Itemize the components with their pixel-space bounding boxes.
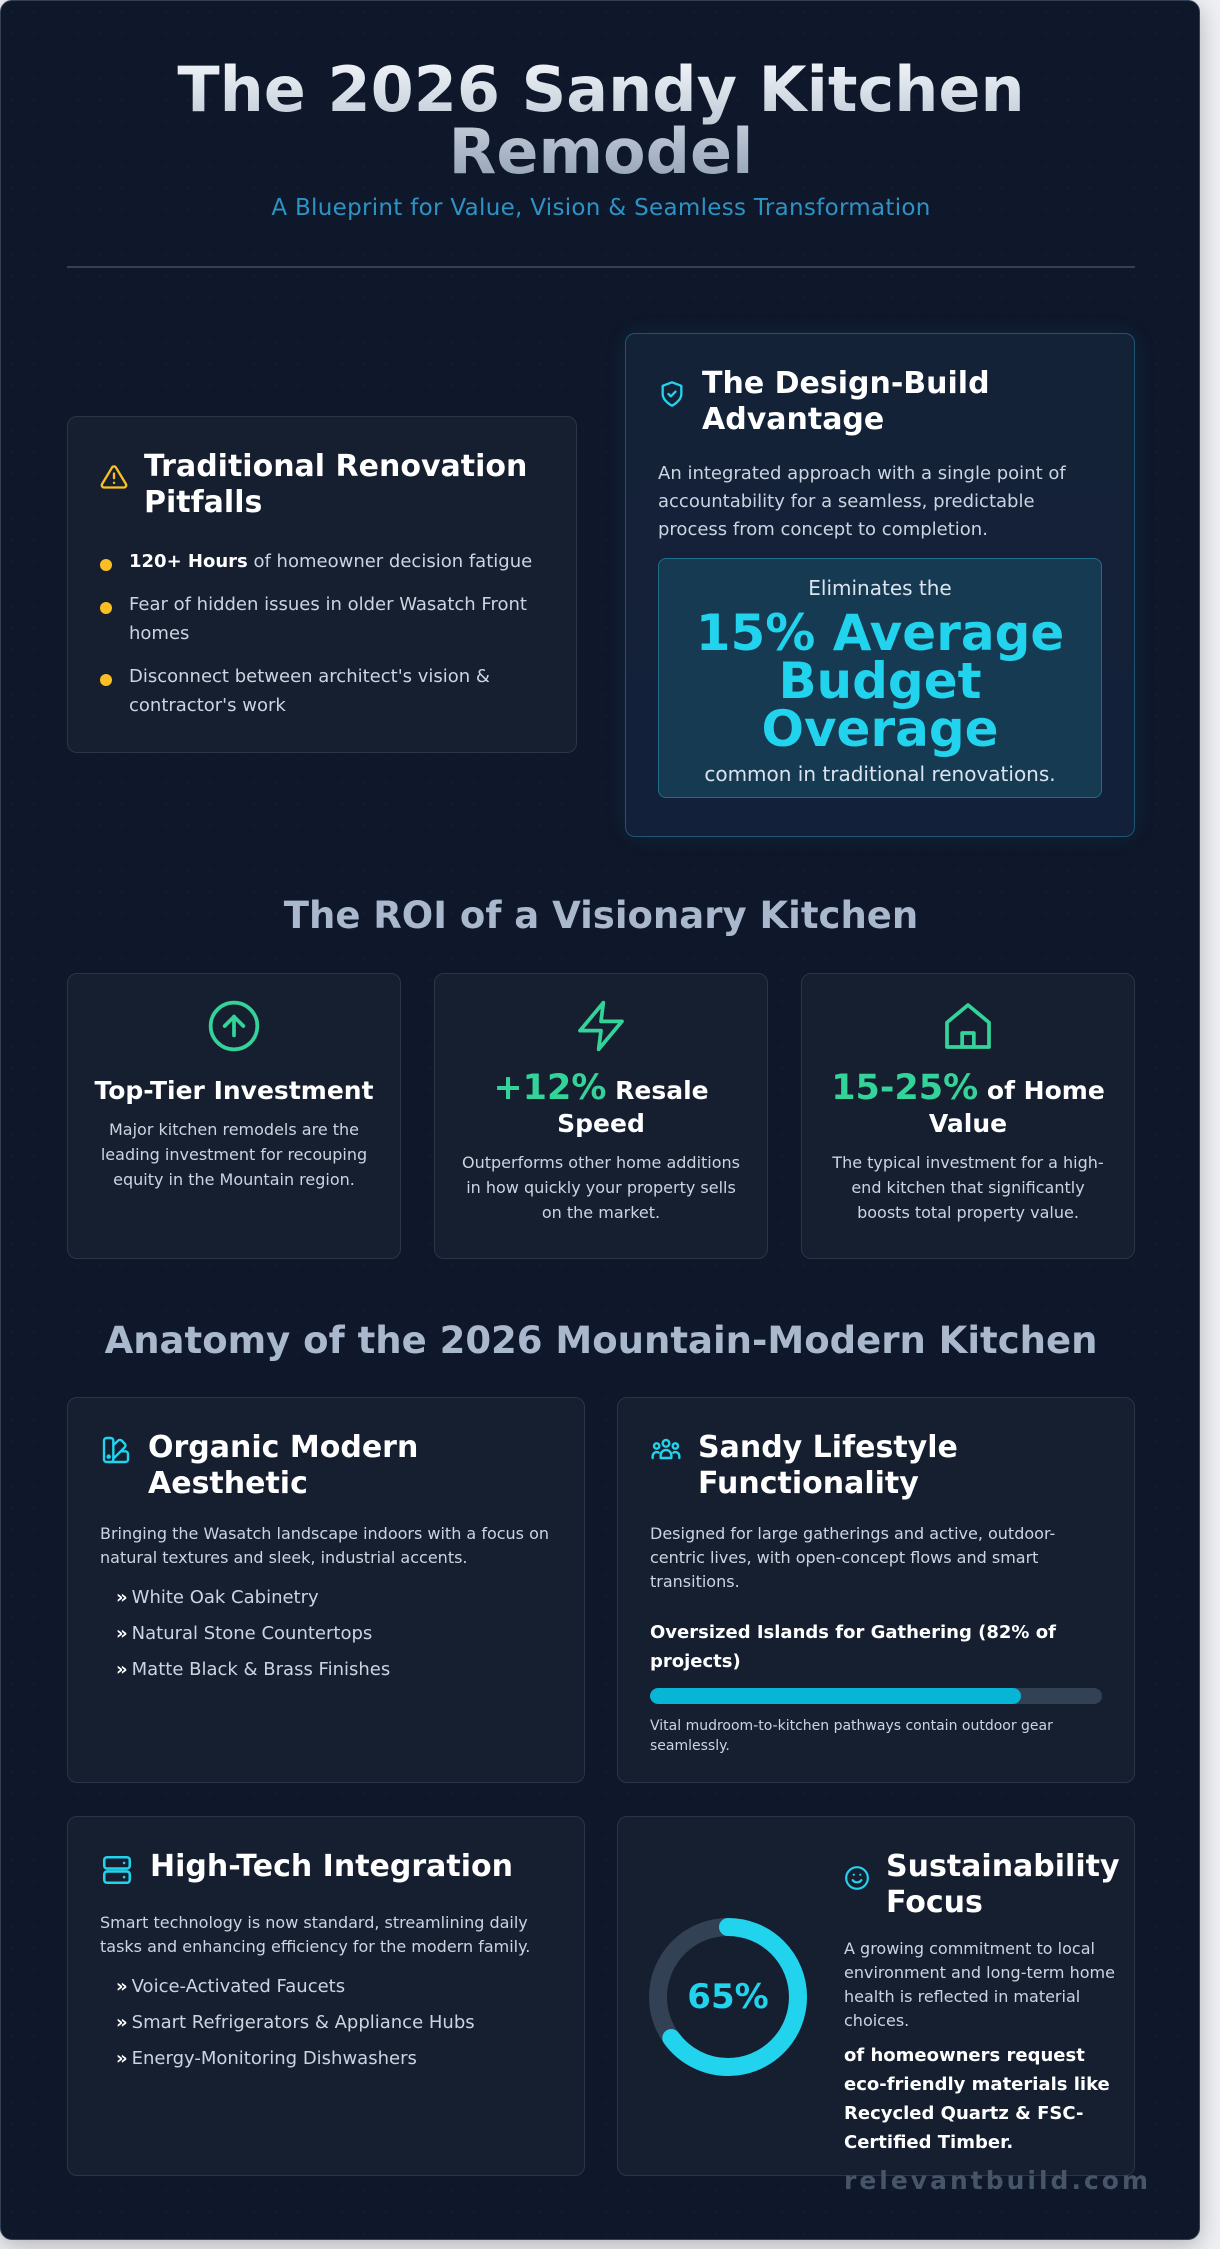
design-build-title: The Design-Build Advantage (702, 366, 990, 437)
pitfall-text: Disconnect between architect's vision & … (129, 666, 490, 716)
budget-stat-box: Eliminates the 15% Average Budget Overag… (658, 558, 1102, 798)
stat-value: 15% Average Budget Overage (695, 604, 1065, 758)
islands-bar-label: Oversized Islands for Gathering (82% of … (650, 1622, 1056, 1672)
lightning-bolt-icon (461, 998, 741, 1058)
roi-card-title: 15-25% of Home Value (828, 1071, 1108, 1140)
header: The 2026 Sandy Kitchen Remodel A Bluepri… (67, 59, 1135, 221)
sustainability-donut-chart: 65% (649, 1918, 807, 2076)
roi-card-description: Major kitchen remodels are the leading i… (100, 1120, 368, 1189)
design-build-card: The Design-Build Advantage An integrated… (625, 333, 1135, 837)
smiley-icon (844, 1865, 870, 1895)
server-icon (100, 1853, 134, 1891)
roi-section-title: The ROI of a Visionary Kitchen (283, 894, 919, 937)
chevron-right-icon: » (116, 2012, 128, 2033)
list-item: » Natural Stone Countertops (116, 1622, 552, 1646)
roi-title-text: of Home Value (928, 1076, 1105, 1138)
pitfalls-title: Traditional Renovation Pitfalls (144, 449, 528, 520)
roi-accent: 15-25% (831, 1068, 979, 1108)
islands-progress-fill (650, 1688, 1021, 1704)
high-tech-features: » Voice-Activated Faucets » Smart Refriger… (100, 1975, 552, 2071)
page-subtitle: A Blueprint for Value, Vision & Seamless… (271, 195, 931, 221)
bullet-dot-icon (100, 602, 112, 614)
swatch-palette-icon (100, 1434, 132, 1470)
bullet-dot-icon (100, 559, 112, 571)
stat-suffix: common in traditional renovations. (704, 762, 1056, 786)
feature-text: White Oak Cabinetry (131, 1587, 319, 1608)
feature-text: Matte Black & Brass Finishes (131, 1659, 391, 1680)
house-icon (828, 998, 1108, 1058)
roi-card-resale: +12% Resale Speed Outperforms other home… (434, 973, 768, 1259)
list-item: » Energy-Monitoring Dishwashers (116, 2047, 552, 2071)
roi-card-home-value: 15-25% of Home Value The typical investm… (801, 973, 1135, 1259)
feature-text: Smart Refrigerators & Appliance Hubs (131, 2012, 475, 2033)
organic-features: » White Oak Cabinetry » Natural Stone Coun… (100, 1586, 552, 1682)
feature-text: Natural Stone Countertops (131, 1623, 373, 1644)
lifestyle-title: Sandy Lifestyle Functionality (698, 1430, 958, 1501)
people-group-icon (650, 1434, 682, 1470)
sustainability-description: A growing commitment to local environmen… (844, 1939, 1115, 2030)
donut-arc (649, 1918, 807, 2076)
chevron-right-icon: » (116, 2048, 128, 2069)
shield-check-icon (658, 380, 686, 412)
anatomy-section-title: Anatomy of the 2026 Mountain-Modern Kitc… (104, 1319, 1098, 1362)
roi-card-description: Outperforms other home additions in how … (461, 1153, 740, 1222)
roi-accent: +12% (493, 1068, 607, 1108)
list-item: Disconnect between architect's vision & … (100, 662, 544, 720)
lifestyle-description: Designed for large gatherings and active… (650, 1524, 1056, 1591)
sustainability-text: Sustainability Focus A growing commitmen… (844, 1849, 1120, 2157)
chevron-right-icon: » (116, 1587, 128, 1608)
list-item: » Smart Refrigerators & Appliance Hubs (116, 2011, 552, 2035)
high-tech-card: High-Tech Integration Smart technology i… (67, 1816, 585, 2176)
roi-card-title: +12% Resale Speed (461, 1071, 741, 1140)
organic-title: Organic Modern Aesthetic (148, 1430, 419, 1501)
roi-card-investment: Top-Tier Investment Major kitchen remode… (67, 973, 401, 1259)
chevron-right-icon: » (116, 1623, 128, 1644)
chevron-right-icon: » (116, 1659, 128, 1680)
organic-description: Bringing the Wasatch landscape indoors w… (100, 1524, 550, 1567)
organic-aesthetic-card: Organic Modern Aesthetic Bringing the Wa… (67, 1397, 585, 1783)
pitfall-highlight: 120+ Hours (129, 551, 248, 572)
list-item: » Voice-Activated Faucets (116, 1975, 552, 1999)
design-build-description: An integrated approach with a single poi… (658, 463, 1066, 540)
bullet-dot-icon (100, 674, 112, 686)
pitfalls-list: 120+ Hours of homeowner decision fatigue… (100, 547, 544, 720)
sustainability-stat-text: of homeowners request eco-friendly mater… (844, 2045, 1110, 2153)
pitfall-text: of homeowner decision fatigue (247, 551, 533, 572)
list-item: Fear of hidden issues in older Wasatch F… (100, 590, 544, 648)
feature-text: Energy-Monitoring Dishwashers (131, 2048, 417, 2069)
roi-title-text: Resale Speed (557, 1076, 709, 1138)
roi-card-title: Top-Tier Investment (94, 1072, 374, 1107)
sustainability-title: Sustainability Focus (886, 1849, 1120, 1920)
chevron-right-icon: » (116, 1976, 128, 1997)
lifestyle-functionality-card: Sandy Lifestyle Functionality Designed f… (617, 1397, 1135, 1783)
roi-title-text: Top-Tier Investment (94, 1076, 374, 1105)
footer-site-link[interactable]: relevantbuild.com (844, 2166, 1151, 2195)
arrow-up-circle-icon (94, 998, 374, 1058)
list-item: » Matte Black & Brass Finishes (116, 1658, 552, 1682)
page-title: The 2026 Sandy Kitchen Remodel (67, 59, 1135, 183)
list-item: 120+ Hours of homeowner decision fatigue (100, 547, 544, 576)
high-tech-description: Smart technology is now standard, stream… (100, 1913, 531, 1956)
roi-card-description: The typical investment for a high-end ki… (832, 1153, 1104, 1222)
header-divider (67, 266, 1135, 268)
sustainability-card: 65% Sustainability Focus A growing commi… (617, 1816, 1135, 2176)
feature-text: Voice-Activated Faucets (131, 1976, 346, 1997)
pitfalls-card: Traditional Renovation Pitfalls 120+ Hou… (67, 416, 577, 753)
mudroom-note: Vital mudroom-to-kitchen pathways contai… (650, 1718, 1053, 1754)
warning-triangle-icon (100, 463, 128, 495)
infographic-page: The 2026 Sandy Kitchen Remodel A Bluepri… (0, 0, 1200, 2240)
islands-progress-bar (650, 1688, 1102, 1704)
donut-percent-label: 65% (687, 1977, 768, 2017)
pitfall-text: Fear of hidden issues in older Wasatch F… (129, 594, 527, 644)
title-line-2: Remodel (448, 115, 754, 188)
stat-prefix: Eliminates the (808, 576, 952, 600)
high-tech-title: High-Tech Integration (150, 1849, 513, 1884)
list-item: » White Oak Cabinetry (116, 1586, 552, 1610)
